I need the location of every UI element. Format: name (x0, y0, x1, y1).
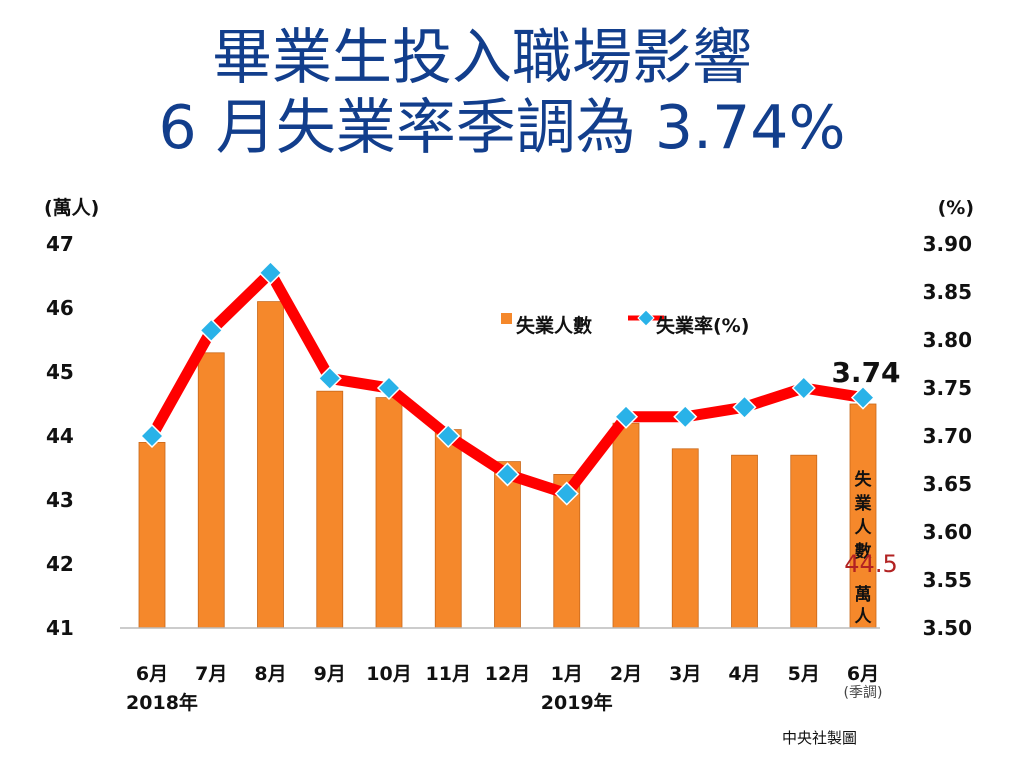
bar-unemployed-count (375, 397, 403, 629)
rate-marker (317, 366, 342, 391)
last-count-label-char: 人 (855, 518, 873, 538)
x-tick-label: 6月 (136, 663, 168, 685)
rate-marker (258, 260, 283, 285)
rate-marker (791, 375, 816, 401)
y-right-tick-label: 3.75 (923, 376, 972, 400)
legend-line-label: 失業率(%) (656, 314, 749, 337)
y-left-tick-label: 47 (46, 232, 74, 256)
rate-marker (376, 375, 402, 401)
last-count-label-char: 失 (855, 469, 873, 490)
y-left-axis-label: (萬人) (44, 197, 99, 219)
x-tick-label: 10月 (366, 663, 411, 685)
bar-unemployed-count (434, 429, 462, 629)
chart-title-line2: 6 月失業率季調為 3.74% (158, 93, 846, 163)
bar-unemployed-count (138, 441, 166, 629)
x-tick-label: 8月 (254, 663, 286, 685)
rate-marker (850, 385, 876, 410)
y-right-tick-label: 3.80 (923, 328, 972, 352)
y-right-tick-label: 3.60 (923, 520, 972, 544)
legend-bar-swatch (501, 313, 512, 324)
x-tick-label: 6月 (847, 663, 879, 685)
credit-text: 中央社製圖 (782, 729, 858, 747)
last-count-label-char: 數 (855, 541, 872, 562)
x-tick-label: 9月 (314, 663, 346, 685)
y-right-tick-label: 3.90 (923, 232, 972, 256)
rate-marker (673, 404, 698, 429)
y-left-tick-label: 43 (46, 488, 74, 512)
y-left-tick-label: 44 (46, 424, 74, 448)
last-count-label-char: 業 (855, 493, 872, 514)
last-count-unit-char: 人 (855, 607, 873, 627)
bar-unemployed-count (257, 301, 284, 629)
x-tick-label: 4月 (728, 663, 760, 685)
y-right-tick-label: 3.85 (923, 280, 972, 304)
last-count-unit-char: 萬 (855, 584, 872, 605)
chart-title-line1: 畢業生投入職場影響 (212, 23, 752, 93)
bar-unemployed-count (316, 390, 344, 629)
legend-bar-label: 失業人數 (516, 314, 592, 337)
x-category-note: (季調) (844, 685, 883, 701)
y-left-tick-label: 46 (46, 296, 74, 320)
bar-unemployed-count (612, 422, 640, 629)
x-tick-label: 3月 (669, 663, 701, 685)
y-left-tick-label: 45 (46, 360, 74, 384)
y-left-tick-label: 41 (46, 616, 74, 640)
y-right-tick-label: 3.70 (923, 424, 972, 448)
rate-marker (613, 404, 639, 429)
y-right-axis-label: (%) (938, 197, 974, 219)
bar-unemployed-count (731, 454, 758, 629)
x-tick-label: 7月 (195, 663, 227, 685)
bar-unemployed-count (494, 461, 521, 629)
last-rate-label: 3.74 (831, 356, 900, 389)
x-tick-label: 12月 (485, 663, 530, 685)
x-tick-label: 2月 (610, 663, 642, 685)
x-year-label: 2018年 (126, 691, 198, 714)
legend-marker-swatch (637, 309, 655, 327)
bar-unemployed-count (790, 454, 818, 629)
rate-marker (139, 423, 165, 449)
y-right-tick-label: 3.50 (923, 616, 972, 640)
rate-marker (554, 481, 579, 506)
x-tick-label: 5月 (788, 663, 820, 685)
bar-unemployed-count (671, 448, 699, 629)
y-right-tick-label: 3.55 (923, 568, 972, 592)
rate-marker (732, 395, 757, 420)
x-year-label: 2019年 (541, 691, 613, 714)
rate-marker (436, 423, 461, 449)
y-left-tick-label: 42 (46, 552, 74, 576)
rate-marker (495, 462, 520, 487)
bar-unemployed-count (849, 403, 877, 629)
x-tick-label: 11月 (426, 663, 471, 685)
bar-unemployed-count (197, 352, 225, 629)
y-right-tick-label: 3.65 (923, 472, 972, 496)
x-tick-label: 1月 (551, 663, 583, 685)
rate-marker (199, 318, 224, 343)
last-count-value: 44.5 (844, 550, 897, 578)
